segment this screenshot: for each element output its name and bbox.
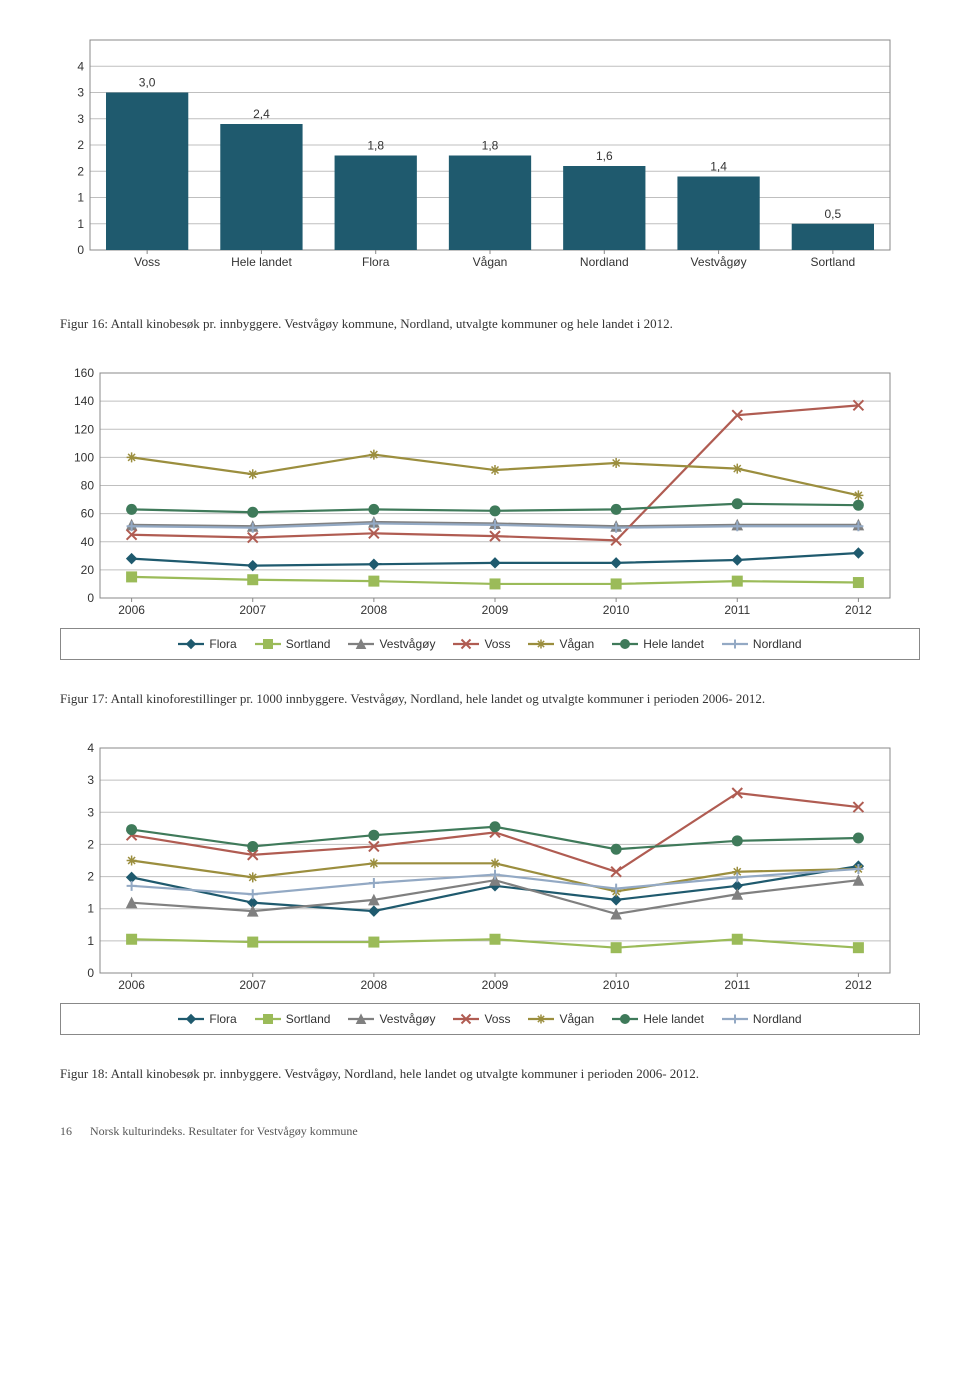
page-number: 16 [60,1124,72,1138]
legend-label: Sortland [286,1012,331,1026]
svg-text:140: 140 [74,394,94,408]
page-footer: 16 Norsk kulturindeks. Resultater for Ve… [60,1124,920,1139]
svg-text:Hele landet: Hele landet [231,255,292,269]
svg-text:3: 3 [77,86,84,100]
svg-text:1: 1 [77,191,84,205]
svg-text:Nordland: Nordland [580,255,629,269]
svg-text:0,5: 0,5 [825,207,842,221]
svg-text:2007: 2007 [239,603,266,617]
legend-label: Sortland [286,637,331,651]
figure17-caption: Figur 17: Antall kinoforestillinger pr. … [60,690,920,708]
caption-prefix: Figur 18: Antall kinobesøk pr. innbygger… [60,1066,281,1081]
legend-item: Vestvågøy [348,1012,435,1026]
svg-text:2010: 2010 [603,603,630,617]
caption-text: Vestvågøy, Nordland, hele landet og utva… [347,691,765,706]
svg-text:2009: 2009 [482,603,509,617]
svg-text:2: 2 [77,164,84,178]
svg-text:Vestvågøy: Vestvågøy [691,255,747,269]
legend-item: Flora [178,1012,236,1026]
svg-text:2: 2 [77,138,84,152]
svg-text:3: 3 [87,806,94,820]
caption-prefix: Figur 16: Antall kinobesøk pr. innbygger… [60,316,281,331]
svg-text:1: 1 [87,934,94,948]
caption-text: Vestvågøy, Nordland, hele landet og utva… [281,1066,699,1081]
legend-label: Flora [209,1012,236,1026]
svg-text:2008: 2008 [361,978,388,992]
legend-item: Sortland [255,637,331,651]
legend-label: Vågan [559,1012,594,1026]
svg-text:2011: 2011 [724,978,750,992]
svg-text:80: 80 [81,479,95,493]
svg-text:1,4: 1,4 [710,160,727,174]
svg-text:3: 3 [77,112,84,126]
legend-label: Flora [209,637,236,651]
legend-label: Voss [484,1012,510,1026]
svg-text:2: 2 [87,838,94,852]
figure16-caption: Figur 16: Antall kinobesøk pr. innbygger… [60,315,920,333]
svg-text:4: 4 [87,741,94,755]
legend-label: Hele landet [643,637,704,651]
legend-label: Vestvågøy [379,637,435,651]
svg-text:3: 3 [87,774,94,788]
legend-item: Nordland [722,637,802,651]
svg-text:Vågan: Vågan [473,255,508,269]
svg-text:Flora: Flora [362,255,390,269]
svg-text:20: 20 [81,563,95,577]
svg-text:2006: 2006 [118,978,145,992]
svg-text:Sortland: Sortland [811,255,856,269]
legend-item: Nordland [722,1012,802,1026]
svg-text:100: 100 [74,451,94,465]
legend-item: Hele landet [612,637,704,651]
svg-text:Voss: Voss [134,255,160,269]
svg-text:4: 4 [77,59,84,73]
figure18-caption: Figur 18: Antall kinobesøk pr. innbygger… [60,1065,920,1083]
svg-text:2012: 2012 [845,978,872,992]
svg-text:2008: 2008 [361,603,388,617]
svg-text:120: 120 [74,422,94,436]
svg-text:1,8: 1,8 [482,139,499,153]
legend-label: Voss [484,637,510,651]
legend-label: Vågan [559,637,594,651]
svg-text:2009: 2009 [482,978,509,992]
svg-text:0: 0 [87,591,94,605]
chart-legend: Flora Sortland Vestvågøy Voss Vågan Hele land… [60,628,920,660]
svg-text:1: 1 [77,217,84,231]
legend-item: Vestvågøy [348,637,435,651]
svg-text:2011: 2011 [724,603,750,617]
svg-text:2006: 2006 [118,603,145,617]
svg-text:0: 0 [77,243,84,257]
legend-item: Flora [178,637,236,651]
caption-prefix: Figur 17: Antall kinoforestillinger pr. … [60,691,347,706]
svg-text:2010: 2010 [603,978,630,992]
legend-item: Sortland [255,1012,331,1026]
caption-text: Vestvågøy kommune, Nordland, utvalgte ko… [281,316,673,331]
svg-text:1: 1 [87,902,94,916]
legend-item: Hele landet [612,1012,704,1026]
svg-text:2,4: 2,4 [253,107,270,121]
svg-text:2007: 2007 [239,978,266,992]
svg-text:60: 60 [81,507,95,521]
footer-text: Norsk kulturindeks. Resultater for Vestv… [90,1124,358,1138]
svg-text:160: 160 [74,366,94,380]
svg-text:3,0: 3,0 [139,76,156,90]
legend-item: Voss [453,637,510,651]
legend-label: Nordland [753,637,802,651]
legend-item: Voss [453,1012,510,1026]
svg-text:0: 0 [87,966,94,980]
svg-text:1,6: 1,6 [596,149,613,163]
line-chart-18: 0 1 1 2 2 3 3 4 2006 2007 2008 2009 2010 2011 2012 Flo… [60,738,920,1035]
svg-text:2: 2 [87,870,94,884]
bar-chart: 0 1 1 2 2 3 3 4 3,0 Voss 2,4 Hele landet 1,8 Flora 1,8… [60,20,920,285]
svg-text:2012: 2012 [845,603,872,617]
chart-legend: Flora Sortland Vestvågøy Voss Vågan Hele land… [60,1003,920,1035]
legend-item: Vågan [528,637,594,651]
legend-item: Vågan [528,1012,594,1026]
line-chart-17: 0 20 40 60 80 100 120 140 160 2006 2007 2008 2009 201… [60,363,920,660]
legend-label: Hele landet [643,1012,704,1026]
legend-label: Vestvågøy [379,1012,435,1026]
svg-text:40: 40 [81,535,95,549]
legend-label: Nordland [753,1012,802,1026]
svg-text:1,8: 1,8 [367,139,384,153]
